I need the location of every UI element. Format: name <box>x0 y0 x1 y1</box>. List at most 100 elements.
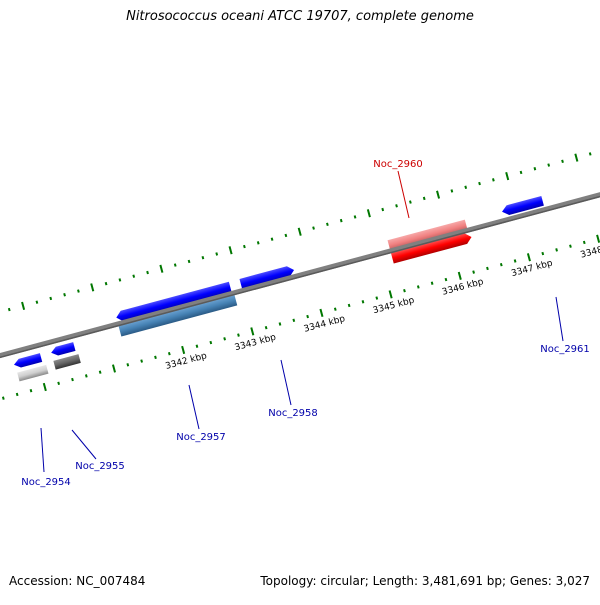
genome-backbone-shadow <box>0 148 600 409</box>
gene-arrow-noc-2960[interactable] <box>390 232 473 264</box>
major-tick <box>457 271 462 280</box>
scale-label: 3346 kbp <box>441 277 485 298</box>
gene-bar-noc-2954[interactable] <box>17 364 49 382</box>
minor-tick <box>284 233 288 238</box>
gene-label-noc-2954[interactable]: Noc_2954 <box>21 477 71 488</box>
major-tick <box>159 264 164 273</box>
gene-labels: Noc_2954 Noc_2955 Noc_2957 Noc_2958 Noc_2960… <box>21 159 590 488</box>
minor-tick <box>57 381 61 386</box>
gene-arrow-noc-2955[interactable] <box>50 342 76 357</box>
scale-label: 3347 kbp <box>510 258 554 279</box>
minor-tick <box>361 300 365 304</box>
minor-tick <box>146 270 149 275</box>
major-tick <box>388 290 393 299</box>
gene-label-noc-2958[interactable]: Noc_2958 <box>268 408 318 419</box>
minor-tick <box>582 240 586 245</box>
gene-label-noc-2960[interactable]: Noc_2960 <box>373 159 423 170</box>
minor-tick <box>264 326 268 330</box>
major-tick <box>250 327 255 336</box>
gene-bar-noc-2955[interactable] <box>53 354 81 370</box>
genome-title: Nitrosococcus oceani ATCC 19707, complet… <box>126 9 474 24</box>
minor-tick <box>35 300 39 304</box>
major-tick <box>319 308 324 318</box>
minor-tick <box>7 307 11 312</box>
minor-tick <box>588 152 592 156</box>
minor-tick <box>49 296 53 301</box>
minor-tick <box>201 255 205 260</box>
minor-tick <box>478 181 481 186</box>
gene-arrow-noc-2958[interactable] <box>239 265 295 290</box>
minor-tick <box>140 359 144 363</box>
minor-tick <box>126 363 130 367</box>
minor-tick <box>533 167 537 171</box>
minor-tick <box>450 189 454 193</box>
minor-tick <box>71 377 74 382</box>
minor-tick <box>104 281 108 286</box>
minor-tick <box>15 392 19 397</box>
gene-bar-noc-2960[interactable] <box>387 219 468 251</box>
gene-label-noc-2961[interactable]: Noc_2961 <box>540 344 590 355</box>
minor-tick <box>223 337 226 341</box>
minor-tick <box>430 281 434 285</box>
minor-tick <box>492 178 495 182</box>
scale-label: 3343 kbp <box>234 333 278 354</box>
minor-tick <box>256 241 260 245</box>
minor-tick <box>499 262 503 267</box>
minor-tick <box>375 296 379 300</box>
major-tick <box>42 382 47 392</box>
scale-label: 3342 kbp <box>164 351 208 372</box>
gene-label-noc-2955[interactable]: Noc_2955 <box>75 461 125 472</box>
scale-label: 3344 kbp <box>303 314 347 335</box>
minor-tick <box>409 200 412 204</box>
gene-label-noc-2957[interactable]: Noc_2957 <box>176 432 226 443</box>
minor-tick <box>270 237 274 241</box>
minor-tick <box>63 293 66 297</box>
minor-tick <box>569 244 572 248</box>
minor-tick <box>237 333 240 337</box>
major-tick <box>228 246 233 255</box>
gene-leader-line <box>555 296 564 342</box>
minor-tick <box>555 248 558 252</box>
minor-tick <box>98 370 102 374</box>
minor-tick <box>486 266 489 271</box>
major-tick <box>596 234 600 243</box>
gene-leader-line <box>280 359 292 406</box>
minor-tick <box>347 303 351 308</box>
minor-tick <box>547 163 551 167</box>
gene-arrow-noc-2961[interactable] <box>501 196 544 217</box>
gene-features <box>13 196 544 382</box>
minor-tick <box>541 251 545 256</box>
major-tick <box>505 172 510 181</box>
minor-tick <box>154 355 157 360</box>
minor-tick <box>464 185 468 189</box>
minor-tick <box>472 270 475 274</box>
accession-text: Accession: NC_007484 <box>9 574 146 588</box>
gene-arrow-noc-2957[interactable] <box>115 281 232 323</box>
minor-tick <box>187 259 191 264</box>
scale-label: 3348 kbp <box>579 240 600 261</box>
minor-tick <box>29 389 33 393</box>
major-tick <box>366 209 371 218</box>
minor-tick <box>422 196 426 201</box>
major-tick <box>436 190 441 199</box>
major-tick <box>21 301 26 310</box>
minor-tick <box>326 222 329 227</box>
gene-bar-noc-2957[interactable] <box>118 294 238 337</box>
scale-label: 3345 kbp <box>372 296 416 317</box>
minor-tick <box>306 314 309 319</box>
major-tick <box>574 153 579 162</box>
minor-tick <box>381 207 385 212</box>
minor-tick <box>312 226 315 230</box>
minor-tick <box>84 374 88 378</box>
minor-tick <box>77 289 80 293</box>
minor-tick <box>444 277 448 282</box>
minor-tick <box>209 340 213 345</box>
minor-tick <box>278 322 282 326</box>
minor-tick <box>353 215 357 219</box>
minor-tick <box>243 244 246 249</box>
gene-arrow-noc-2954[interactable] <box>13 353 43 369</box>
top-tick-row <box>7 152 592 312</box>
minor-tick <box>339 218 343 223</box>
minor-tick <box>403 288 406 293</box>
